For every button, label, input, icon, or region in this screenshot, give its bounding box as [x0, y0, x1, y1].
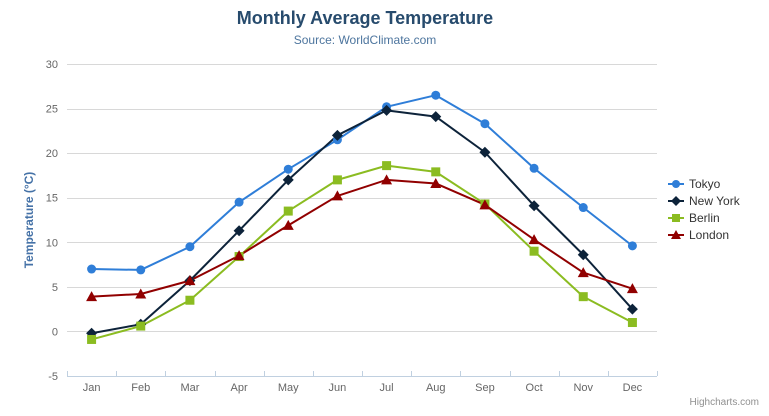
x-axis-label: Apr [231, 382, 248, 394]
data-point-berlin[interactable] [136, 321, 146, 331]
series-line-london [90, 178, 634, 298]
x-axis-label: Sep [475, 382, 495, 394]
data-point-new-york[interactable] [577, 249, 589, 261]
data-point-london[interactable] [626, 283, 638, 294]
data-point-new-york[interactable] [479, 146, 491, 158]
x-axis-label: Jan [83, 382, 101, 394]
x-axis-label: Mar [180, 382, 199, 394]
data-point-berlin[interactable] [87, 334, 97, 344]
legend-label: Berlin [689, 210, 720, 225]
square-legend-marker-icon [668, 213, 684, 222]
data-point-berlin[interactable] [382, 161, 392, 171]
x-axis-label: Aug [426, 382, 446, 394]
circle-legend-marker-icon [668, 179, 684, 188]
x-axis-label: Feb [131, 382, 150, 394]
diamond-legend-marker-icon [668, 195, 684, 206]
data-point-tokyo[interactable] [431, 90, 441, 100]
legend: Tokyo New York Berlin London [668, 176, 740, 242]
legend-item-berlin[interactable]: Berlin [668, 210, 740, 225]
data-point-london-legend[interactable] [671, 229, 681, 239]
series-line-tokyo [90, 94, 634, 271]
data-point-london[interactable] [86, 291, 98, 302]
data-point-tokyo[interactable] [529, 163, 539, 173]
series-line-new-york [90, 109, 634, 335]
y-axis-label: 15 [46, 193, 58, 205]
y-axis-label: 0 [52, 326, 58, 338]
data-point-berlin[interactable] [332, 175, 342, 185]
legend-item-london[interactable]: London [668, 227, 740, 242]
data-point-london[interactable] [282, 219, 294, 230]
legend-label: Tokyo [689, 176, 721, 191]
y-axis-label: 20 [46, 148, 58, 160]
data-point-berlin[interactable] [578, 292, 588, 302]
data-point-berlin[interactable] [627, 318, 637, 328]
data-point-tokyo-legend[interactable] [672, 179, 680, 188]
data-point-tokyo[interactable] [480, 119, 490, 129]
data-point-berlin-legend[interactable] [672, 213, 680, 222]
data-point-tokyo[interactable] [185, 242, 195, 252]
data-point-new-york[interactable] [381, 104, 393, 116]
data-point-tokyo[interactable] [234, 197, 244, 207]
data-point-london[interactable] [135, 288, 147, 299]
data-point-new-york[interactable] [528, 200, 540, 212]
x-axis-label: Jun [329, 382, 347, 394]
data-point-tokyo[interactable] [283, 164, 293, 174]
x-axis-label: Dec [623, 382, 643, 394]
series-line-berlin [90, 164, 634, 341]
y-axis-title: Temperature (°C) [22, 171, 36, 269]
data-point-tokyo[interactable] [87, 264, 97, 274]
y-axis-label: 30 [46, 59, 58, 71]
data-point-london[interactable] [479, 199, 491, 210]
x-axis-label: Nov [573, 382, 593, 394]
y-axis-label: 5 [52, 282, 58, 294]
data-point-tokyo[interactable] [578, 203, 588, 213]
data-point-new-york[interactable] [430, 111, 442, 123]
chart-title: Monthly Average Temperature [236, 8, 494, 28]
data-point-london[interactable] [430, 177, 442, 188]
data-point-new-york[interactable] [626, 303, 638, 315]
legend-label: London [689, 227, 730, 242]
data-point-london[interactable] [331, 190, 343, 201]
legend-item-tokyo[interactable]: Tokyo [668, 176, 740, 191]
data-point-berlin[interactable] [283, 206, 293, 216]
data-point-tokyo[interactable] [136, 265, 146, 275]
data-point-new-york[interactable] [331, 129, 343, 141]
data-point-new-york-legend[interactable] [671, 195, 681, 206]
data-point-berlin[interactable] [431, 167, 441, 177]
data-point-london[interactable] [577, 267, 589, 278]
data-point-tokyo[interactable] [627, 241, 637, 251]
chart-subtitle: Source: WorldClimate.com [293, 33, 437, 47]
x-axis-label: May [278, 382, 299, 394]
data-point-london[interactable] [381, 174, 393, 185]
data-point-london[interactable] [184, 275, 196, 286]
x-axis-label: Oct [526, 382, 543, 394]
data-point-berlin[interactable] [185, 295, 195, 305]
data-point-london[interactable] [233, 250, 245, 261]
legend-item-new-york[interactable]: New York [668, 193, 740, 208]
data-point-london[interactable] [528, 234, 540, 245]
export-menu-button[interactable] [732, 13, 758, 37]
y-axis-label: -5 [48, 371, 58, 383]
credits-link[interactable]: Highcharts.com [689, 397, 759, 408]
data-point-new-york[interactable] [282, 174, 294, 186]
y-axis-label: 10 [46, 237, 58, 249]
x-axis-label: Jul [380, 382, 394, 394]
legend-label: New York [689, 193, 740, 208]
data-point-new-york[interactable] [233, 225, 245, 237]
data-point-berlin[interactable] [529, 246, 539, 256]
y-axis-label: 25 [46, 104, 58, 116]
triangle-legend-marker-icon [668, 229, 684, 239]
